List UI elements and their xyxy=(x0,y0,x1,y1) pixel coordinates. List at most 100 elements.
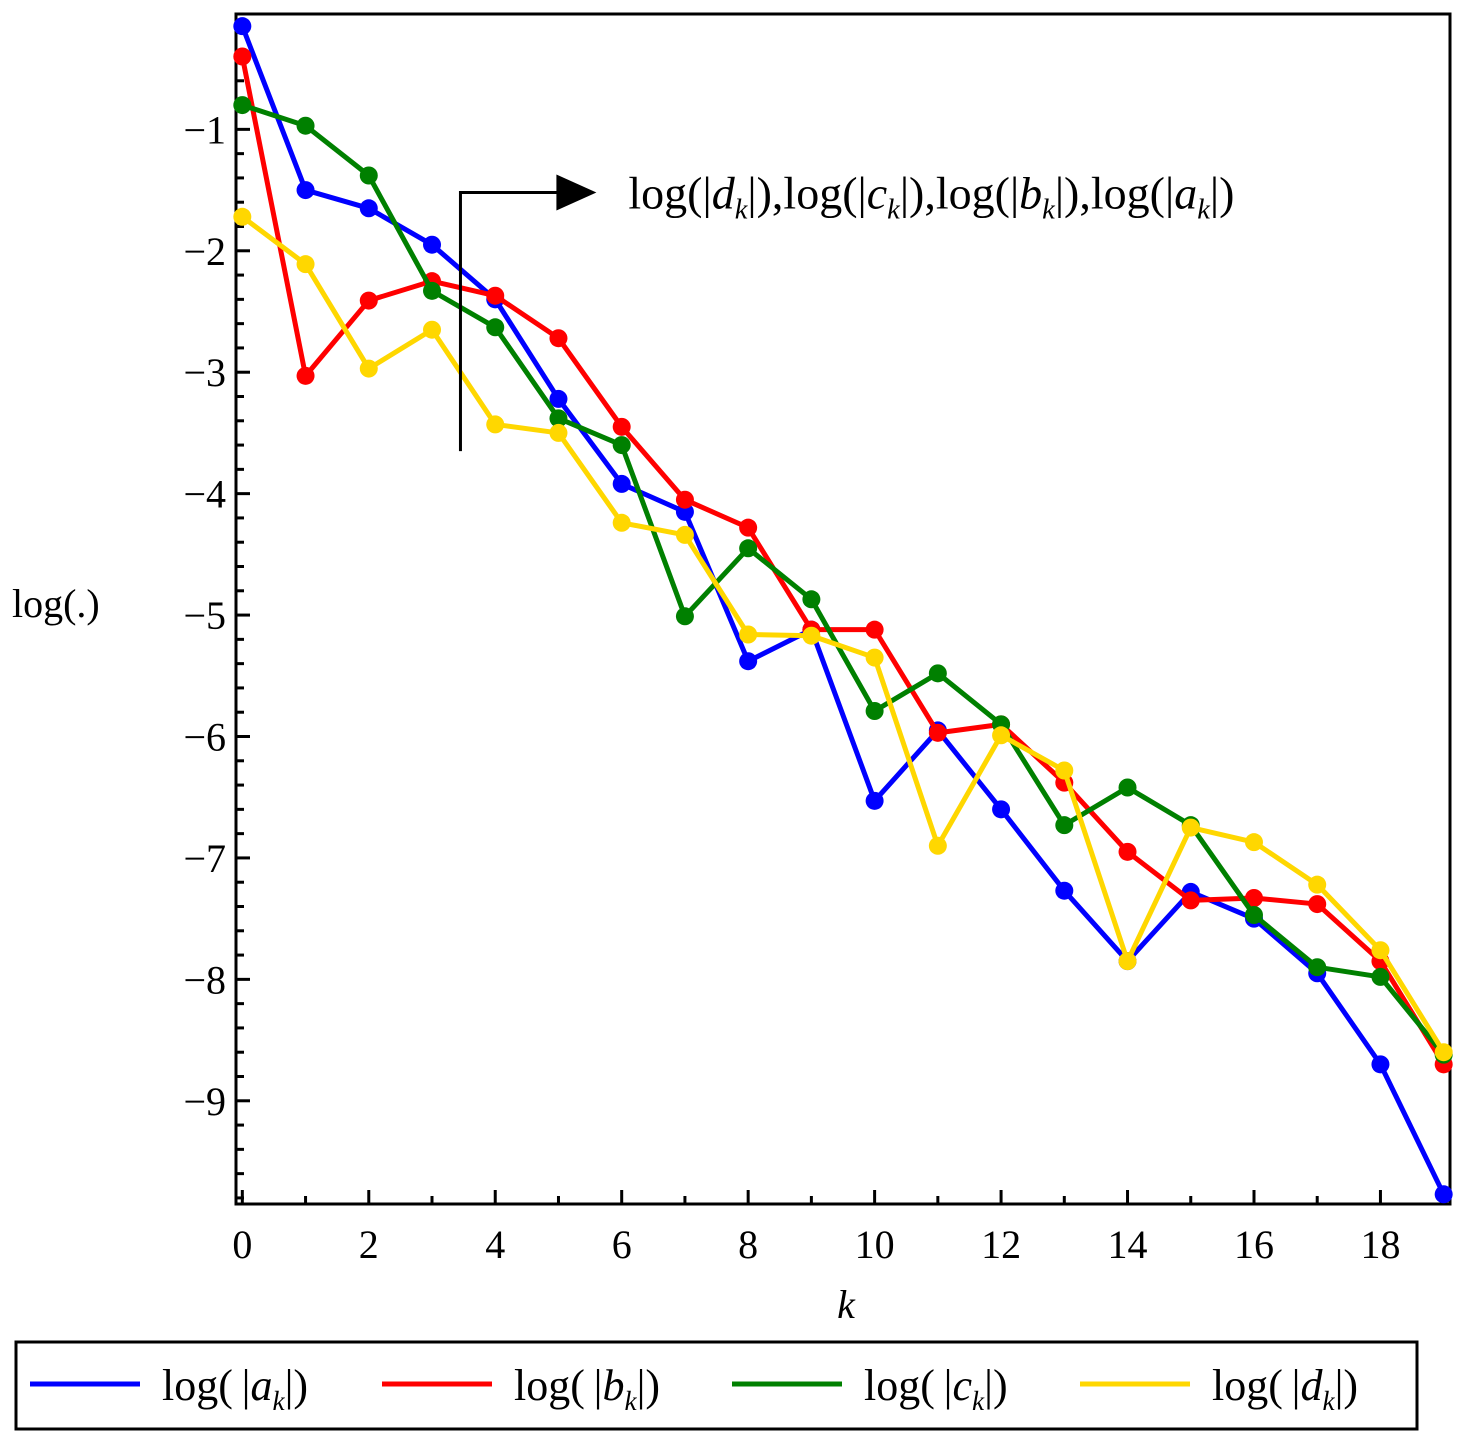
y-tick-label: −2 xyxy=(183,229,226,274)
y-tick-label: −7 xyxy=(183,836,226,881)
data-point-a xyxy=(1371,1055,1390,1074)
x-tick-label: 12 xyxy=(981,1222,1021,1267)
data-point-c xyxy=(233,96,252,115)
x-tick-label: 8 xyxy=(738,1222,758,1267)
data-point-d xyxy=(423,320,442,339)
annotation-arrow xyxy=(458,191,559,452)
data-point-d xyxy=(549,423,568,442)
series-layer xyxy=(233,17,1453,1204)
data-point-b xyxy=(739,518,758,537)
data-point-c xyxy=(1244,906,1263,924)
data-point-d xyxy=(802,626,821,645)
legend: log( |ak|) log( |bk|) log( |ck|) log( |dk|) xyxy=(14,1340,1419,1431)
data-point-b xyxy=(486,286,505,305)
data-point-d xyxy=(1118,952,1137,971)
data-point-a xyxy=(359,199,378,218)
data-point-d xyxy=(359,359,378,378)
y-tick-label: −8 xyxy=(183,957,226,1002)
series-line-a xyxy=(239,25,1446,1196)
data-point-d xyxy=(675,525,694,544)
x-axis-title: k xyxy=(837,1282,856,1327)
x-axis: 0 2 4 6 8 10 12 14 16 18 xyxy=(232,1190,1446,1267)
data-point-d xyxy=(296,255,315,274)
data-point-c xyxy=(1308,958,1327,977)
data-point-c xyxy=(1118,778,1137,797)
x-tick-label: 10 xyxy=(855,1222,895,1267)
y-tick-label: −9 xyxy=(183,1079,226,1124)
data-point-b xyxy=(233,47,252,66)
series-line-c xyxy=(241,102,1446,1057)
data-point-a xyxy=(1434,1185,1453,1204)
data-point-b xyxy=(1118,842,1137,861)
data-point-d xyxy=(992,726,1011,745)
series-d xyxy=(233,207,1453,1062)
data-point-c xyxy=(675,607,694,626)
data-point-c xyxy=(928,664,947,683)
data-point-b xyxy=(865,620,884,639)
legend-label-a: log( |ak|) xyxy=(162,1361,308,1416)
data-point-a xyxy=(739,652,758,671)
data-point-b xyxy=(296,366,315,385)
series-c xyxy=(233,96,1453,1064)
data-point-a xyxy=(549,389,568,408)
data-point-a xyxy=(296,181,315,200)
legend-label-b: log( |bk|) xyxy=(514,1361,660,1416)
data-point-d xyxy=(1434,1043,1453,1062)
data-point-a xyxy=(233,17,252,36)
y-tick-label: −4 xyxy=(183,472,226,517)
annotation: log(|dk|),log(|ck|),log(|bk|),log(|ak|) xyxy=(458,168,1234,452)
legend-label-c: log( |ck|) xyxy=(864,1361,1008,1416)
series-line-d xyxy=(240,214,1446,1054)
data-point-d xyxy=(612,513,631,532)
data-point-d xyxy=(1181,818,1200,837)
y-tick-label: −6 xyxy=(183,715,226,760)
data-point-c xyxy=(1055,816,1074,835)
y-tick-label: −5 xyxy=(183,593,226,638)
data-point-d xyxy=(865,648,884,667)
data-point-b xyxy=(612,417,631,436)
annotation-label: log(|dk|),log(|ck|),log(|bk|),log(|ak|) xyxy=(628,168,1234,226)
x-tick-label: 0 xyxy=(232,1222,252,1267)
data-point-d xyxy=(1244,833,1263,852)
data-point-a xyxy=(612,474,631,493)
y-axis-title: log(.) xyxy=(12,581,100,626)
data-point-c xyxy=(612,436,631,455)
data-point-b xyxy=(1244,889,1263,907)
data-point-d xyxy=(928,836,947,855)
data-point-b xyxy=(675,490,694,509)
data-point-a xyxy=(865,791,884,810)
data-point-a xyxy=(1055,881,1074,900)
legend-label-d: log( |dk|) xyxy=(1212,1361,1358,1416)
data-point-b xyxy=(928,723,947,742)
data-point-c xyxy=(296,116,315,135)
x-tick-label: 14 xyxy=(1108,1222,1148,1267)
data-point-c xyxy=(486,318,505,337)
data-point-d xyxy=(739,625,758,644)
y-axis: −1 −2 −3 −4 −5 −6 −7 −8 −9 xyxy=(183,30,250,1200)
x-tick-label: 18 xyxy=(1360,1222,1400,1267)
data-point-c xyxy=(359,166,378,185)
data-point-d xyxy=(1308,875,1327,894)
data-point-c xyxy=(802,590,821,609)
x-tick-label: 4 xyxy=(485,1222,505,1267)
data-point-d xyxy=(1371,941,1390,960)
data-point-d xyxy=(1055,761,1074,780)
data-point-c xyxy=(865,702,884,720)
data-point-a xyxy=(423,235,442,254)
data-point-b xyxy=(359,291,378,310)
x-tick-label: 6 xyxy=(612,1222,632,1267)
data-point-c xyxy=(549,409,568,428)
y-tick-label: −1 xyxy=(183,107,226,152)
data-point-c xyxy=(1371,967,1390,986)
plot-frame xyxy=(234,12,1452,1206)
data-point-d xyxy=(233,207,252,226)
annotation-arrowhead xyxy=(556,174,597,211)
data-point-b xyxy=(1181,891,1200,910)
x-tick-label: 16 xyxy=(1234,1222,1274,1267)
x-tick-label: 2 xyxy=(359,1222,379,1267)
data-point-a xyxy=(992,800,1011,819)
data-point-b xyxy=(1308,895,1327,914)
data-point-c xyxy=(739,539,758,558)
data-point-d xyxy=(486,415,505,434)
